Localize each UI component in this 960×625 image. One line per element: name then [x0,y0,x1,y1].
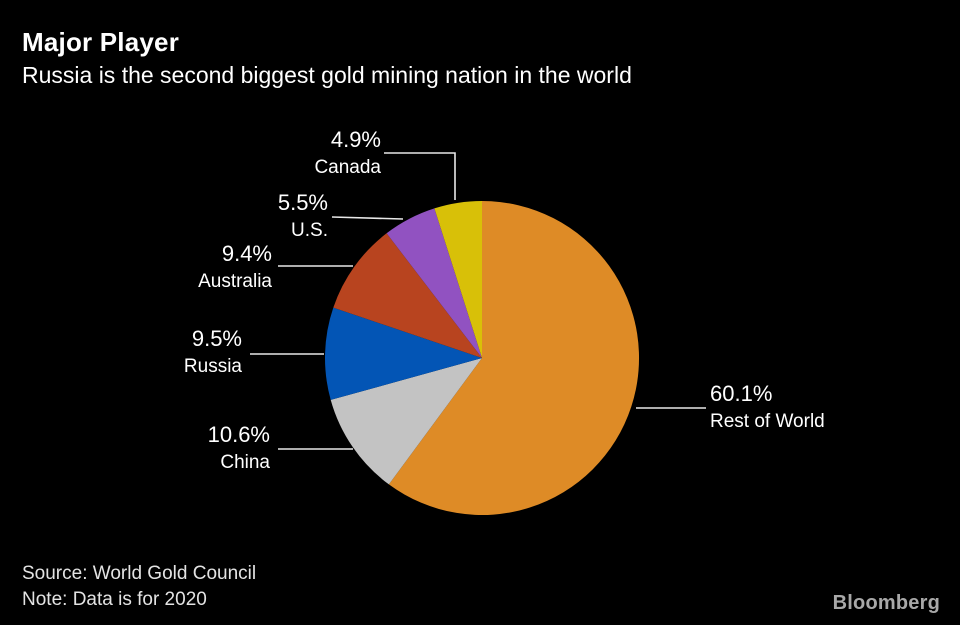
slice-label-us: 5.5% U.S. [278,188,328,245]
slice-label-russia: 9.5% Russia [184,324,242,381]
pie-slice-u-s [386,208,482,358]
chart-title: Major Player [22,27,180,57]
leader-line [384,152,456,200]
source-line: Source: World Gold Council [22,563,257,584]
slice-pct: 10.6% [207,422,270,447]
pie-slice-australia [333,233,482,358]
pie-slice-russia [324,307,482,400]
bloomberg-logo: Bloomberg [832,592,940,614]
pie-slice-canada [434,201,482,358]
slice-label-rest-of-world: 60.1% Rest of World [710,379,825,436]
slice-name: U.S. [291,220,328,241]
slice-label-china: 10.6% China [208,420,270,477]
slice-pct: 9.5% [191,326,242,351]
slice-pct: 5.5% [277,190,328,215]
slice-label-australia: 9.4% Australia [198,239,272,296]
slice-name: China [220,452,270,473]
slice-name: Russia [183,356,242,377]
slice-name: Rest of World [710,411,825,432]
chart-header: Major Player Russia is the second bigges… [22,27,632,90]
chart-subtitle: Russia is the second biggest gold mining… [22,62,632,88]
pie-slice-rest-of-world [388,201,640,515]
slice-name: Australia [198,271,272,292]
slice-pct: 4.9% [330,127,381,152]
pie-slice-china [330,358,482,485]
slice-pct: 60.1% [710,381,773,406]
chart-footnotes: Source: World Gold Council Note: Data is… [22,561,256,613]
note-line: Note: Data is for 2020 [22,589,207,610]
leader-line [331,216,404,220]
slice-label-canada: 4.9% Canada [314,125,381,182]
slice-name: Canada [314,157,381,178]
slice-pct: 9.4% [221,241,272,266]
